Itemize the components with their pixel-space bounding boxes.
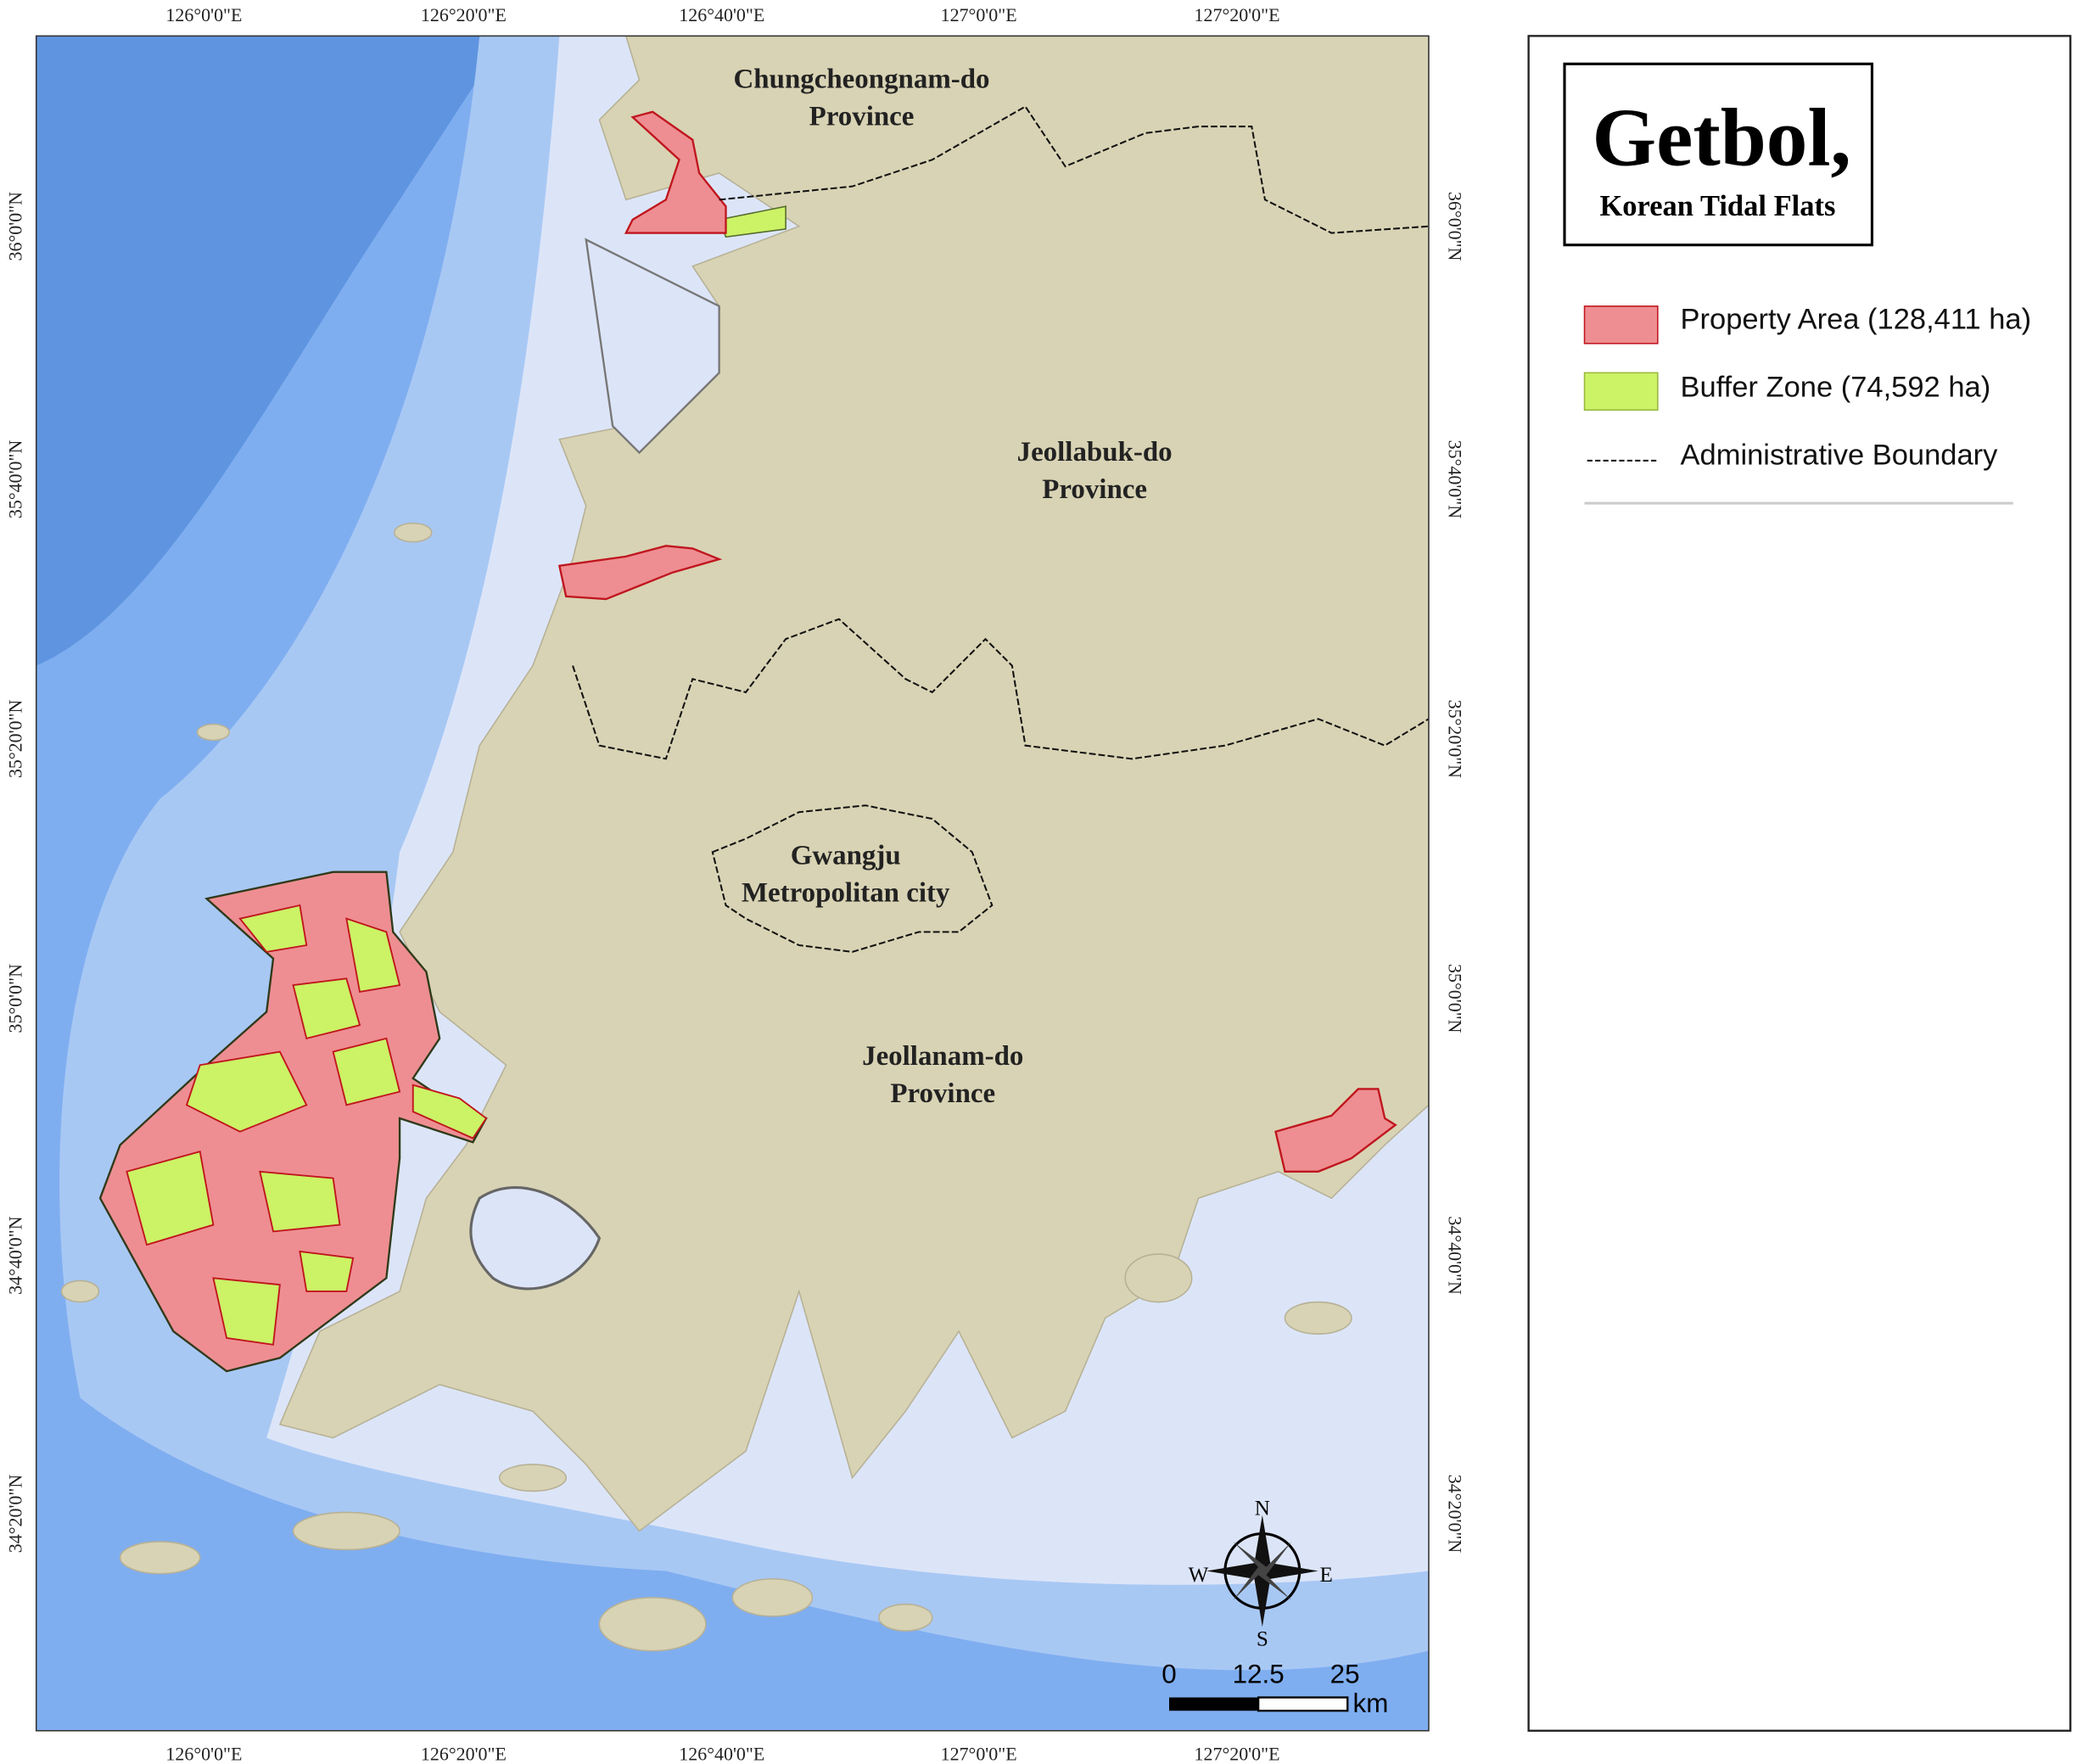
compass-letter: S [1257, 1627, 1268, 1650]
legend-frame [1527, 35, 2072, 1732]
scale-bar-segment [1168, 1697, 1259, 1711]
y-coord-label: 36°0'0"N [4, 192, 25, 261]
map-body [36, 36, 1429, 1731]
y-coord-label: 35°0'0"N [4, 964, 25, 1033]
y-coord-label: 35°20'0"N [4, 699, 25, 778]
y-coord-label: 34°20'0"N [4, 1475, 25, 1554]
island [196, 723, 231, 742]
admin-boundaries [572, 105, 1429, 953]
island [119, 1541, 201, 1575]
scale-label: 12.5 [1233, 1659, 1285, 1688]
admin-boundary [711, 804, 994, 953]
compass-letter: N [1255, 1498, 1270, 1520]
legend-title: Getbol, [1593, 92, 1851, 184]
buffer-zone [345, 917, 401, 994]
island [1284, 1301, 1352, 1335]
x-coord-label: 126°0'0"E [165, 1743, 242, 1764]
buffer-zone [212, 1277, 281, 1346]
buffer-zone [299, 1250, 355, 1292]
buffer-zone [259, 1170, 341, 1233]
buffer-zone [126, 1151, 215, 1246]
y-coord-label: 34°40'0"N [4, 1216, 25, 1295]
x-coord-label: 127°20'0"E [1195, 1743, 1280, 1764]
property-area [1274, 1088, 1397, 1173]
property-area [557, 545, 723, 601]
compass-letter: W [1189, 1564, 1209, 1587]
legend-swatch [1583, 305, 1659, 344]
scale-bar-labels: 0 12.5 25 km [1162, 1659, 1388, 1718]
islands [60, 522, 1352, 1652]
buffer-zone [411, 1084, 488, 1140]
reclaimed-area [585, 238, 720, 455]
y-coord-label: 34°20'0"N [1444, 1475, 1465, 1554]
island [731, 1578, 814, 1617]
legend-item: Administrative Boundary [1681, 440, 1999, 472]
scale-unit: km [1353, 1688, 1389, 1718]
island [1124, 1253, 1193, 1303]
compass-star [1233, 1541, 1292, 1601]
place-label: Province [890, 1078, 995, 1109]
y-coord-label: 35°40'0"N [4, 440, 25, 519]
island [394, 522, 433, 543]
x-coord-label: 126°20'0"E [421, 4, 507, 25]
map-frame [35, 35, 1430, 1732]
scale-bar [1168, 1696, 1349, 1712]
buffer-zones [126, 904, 488, 1346]
legend-panel: Getbol, Korean Tidal Flats Property Area… [1527, 35, 2072, 1732]
legend-subtitle: Korean Tidal Flats [1599, 190, 1835, 222]
buffer-zone [238, 904, 308, 953]
y-coord-label: 35°20'0"N [1444, 700, 1465, 779]
admin-boundary [719, 105, 1429, 234]
legend-item: Buffer Zone (74,592 ha) [1681, 372, 1991, 404]
compass-rose [1206, 1515, 1318, 1627]
y-coord-label: 35°40'0"N [1444, 440, 1465, 519]
place-label: Jeollanam-do [862, 1041, 1023, 1072]
place-label: Jeollabuk-do [1017, 437, 1173, 468]
island [498, 1464, 567, 1492]
place-label: Chungcheongnam-do [734, 64, 990, 95]
island [598, 1597, 707, 1652]
scale-bar-segment [1257, 1696, 1349, 1712]
admin-boundary [572, 618, 1429, 760]
place-label: Province [809, 101, 915, 132]
y-coord-label: 35°0'0"N [1444, 964, 1465, 1033]
property-area [98, 871, 488, 1373]
title-box [1563, 62, 1874, 247]
x-coord-label: 127°20'0"E [1195, 4, 1280, 25]
property-area [624, 110, 727, 234]
place-label: Province [1042, 474, 1147, 505]
x-coord-label: 126°40'0"E [679, 1743, 764, 1764]
x-coord-label: 126°40'0"E [679, 4, 764, 25]
x-coord-label: 127°0'0"E [941, 4, 1017, 25]
legend-swatch [1583, 372, 1659, 412]
island [878, 1603, 933, 1632]
buffer-zone [185, 1050, 308, 1133]
buffer-zone [332, 1037, 401, 1106]
x-coord-label: 127°0'0"E [941, 1743, 1017, 1764]
scale-label: 0 [1162, 1659, 1176, 1688]
x-coord-label: 126°0'0"E [165, 4, 242, 25]
lake [469, 1185, 602, 1291]
legend-item: Property Area (128,411 ha) [1681, 304, 2032, 336]
island [292, 1511, 400, 1551]
y-coord-label: 34°40'0"N [1444, 1216, 1465, 1295]
buffer-zone [292, 977, 361, 1040]
y-coord-label: 36°0'0"N [1444, 192, 1465, 261]
compass-letter: E [1319, 1564, 1332, 1587]
compass-letters: N S E W [1189, 1498, 1333, 1651]
scale-label: 25 [1330, 1659, 1360, 1688]
place-label: Gwangju [791, 840, 901, 871]
place-label: Metropolitan city [742, 877, 950, 908]
island [60, 1280, 100, 1303]
x-coord-label: 126°20'0"E [421, 1743, 507, 1764]
